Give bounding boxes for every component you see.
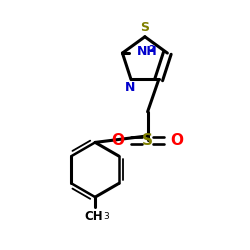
Text: CH: CH xyxy=(84,210,103,222)
Text: N: N xyxy=(124,82,135,94)
Text: S: S xyxy=(140,21,149,34)
Text: NH: NH xyxy=(137,45,158,58)
Text: 2: 2 xyxy=(148,45,154,54)
Text: O: O xyxy=(112,133,124,148)
Text: O: O xyxy=(171,133,184,148)
Text: S: S xyxy=(142,133,153,148)
Text: 3: 3 xyxy=(103,212,109,220)
